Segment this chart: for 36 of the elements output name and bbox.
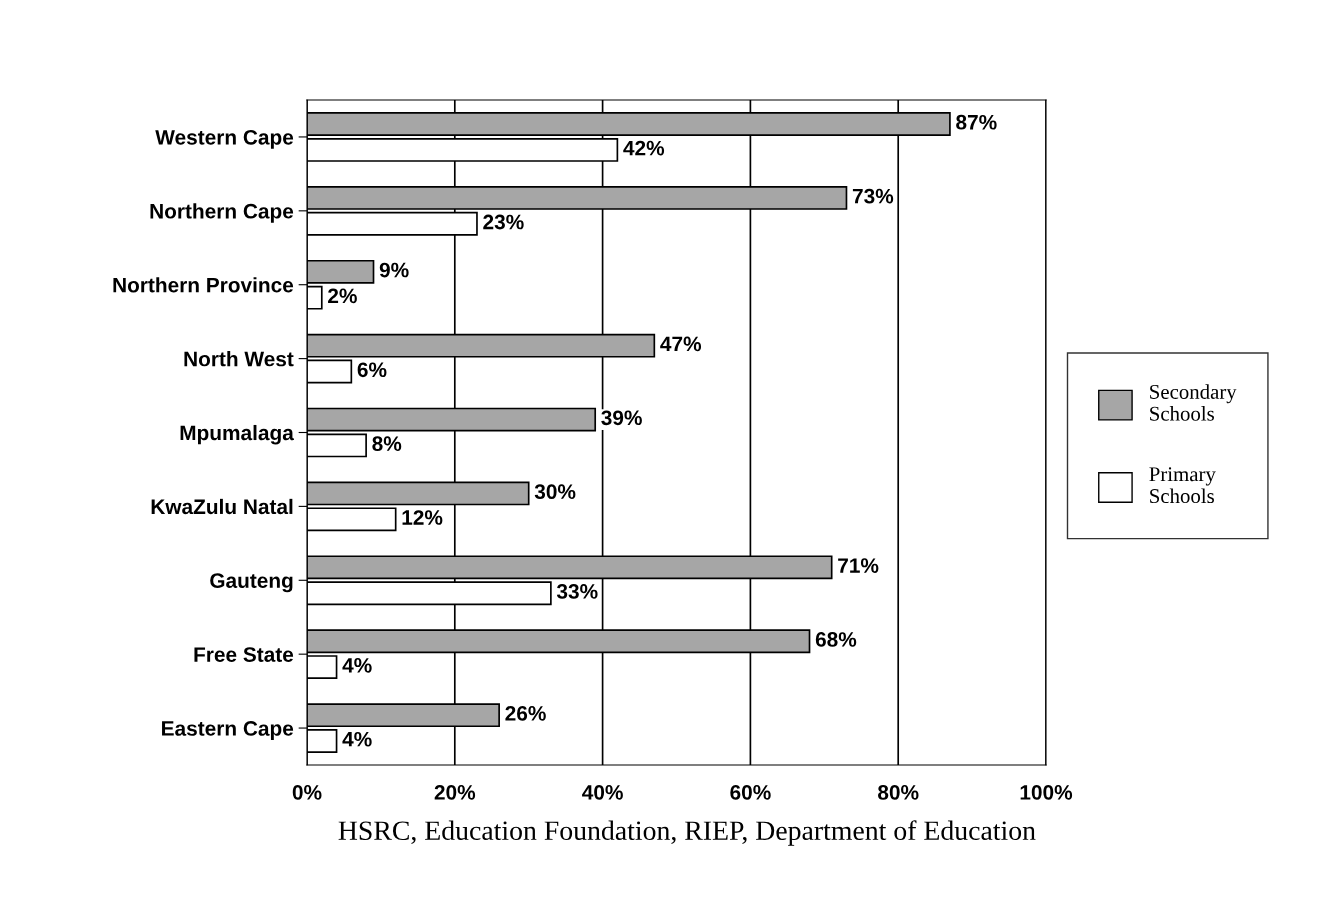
data-label: 87% xyxy=(956,114,997,130)
data-label: 42% xyxy=(623,140,665,156)
text: HSRC, Education Foundation, RIEP, Department of Education xyxy=(338,820,1036,846)
data-label: 12% xyxy=(402,510,443,525)
x-tick-label: 80% xyxy=(878,784,919,800)
y-tick-label: Mpumalaga xyxy=(180,424,294,445)
data-label: 9% xyxy=(379,262,409,278)
data-label: 47% xyxy=(660,336,702,352)
data-label: 73% xyxy=(852,188,894,204)
y-tick-label: Free State xyxy=(194,647,294,662)
x-tick-label: 100% xyxy=(1020,784,1073,800)
data-label: 23% xyxy=(483,214,524,230)
y-tick-label: Northern Cape xyxy=(150,203,294,223)
data-label: 39% xyxy=(601,410,642,426)
y-tick-label: North West xyxy=(184,351,294,367)
data-label: 2% xyxy=(328,288,357,304)
y-tick-label: Eastern Cape xyxy=(162,721,294,740)
data-label: 71% xyxy=(838,558,879,573)
y-tick-label: Northern Province xyxy=(113,277,294,293)
y-tick-label: KwaZulu Natal xyxy=(151,498,293,515)
data-label: 33% xyxy=(556,584,598,599)
data-label: 30% xyxy=(534,484,576,500)
legend-label: Secondary Schools xyxy=(1150,384,1237,421)
data-label: 8% xyxy=(372,436,402,452)
y-tick-label: Western Cape xyxy=(155,129,294,149)
data-label: 26% xyxy=(505,705,546,721)
x-tick-label: 20% xyxy=(434,784,476,800)
data-label: 4% xyxy=(342,731,372,747)
x-tick-label: 0% xyxy=(292,784,322,800)
data-label: 4% xyxy=(342,657,372,673)
x-tick-label: 60% xyxy=(730,784,771,800)
legend-label: Primary Schools xyxy=(1149,467,1216,504)
y-tick-label: Gauteng xyxy=(210,573,293,593)
data-label: 68% xyxy=(815,632,857,647)
x-tick-label: 40% xyxy=(582,784,623,800)
data-label: 6% xyxy=(357,362,387,378)
